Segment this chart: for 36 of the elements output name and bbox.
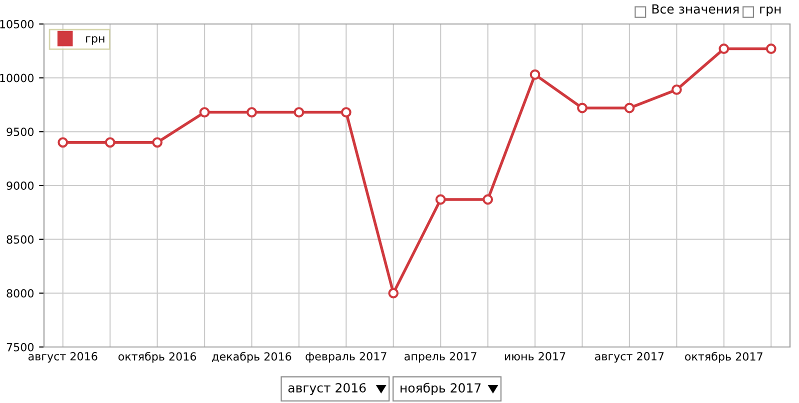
point (577, 102, 588, 114)
point (624, 102, 635, 114)
point (340, 107, 352, 118)
point (246, 107, 257, 118)
x-tick-label: октябрь 2016 (118, 352, 196, 363)
y-tick-label: 9000 (6, 181, 34, 190)
point (482, 194, 494, 205)
point (530, 69, 540, 80)
point (718, 44, 730, 54)
y-tick-label: 8000 (6, 289, 34, 298)
point (671, 84, 682, 95)
y-tick-label: 9500 (6, 128, 34, 136)
y-tick-label: 8500 (6, 235, 34, 244)
text: ноябрь 2017 (400, 382, 481, 396)
x-tick-label: август 2016 (28, 352, 98, 363)
point (294, 107, 304, 118)
y-tick-label: 10000 (0, 74, 34, 82)
y-tick-label: 7500 (6, 342, 34, 352)
text: грн (760, 6, 781, 16)
legend-label: грн (86, 36, 104, 45)
y-tick-label: 10500 (0, 20, 34, 28)
point (435, 194, 446, 205)
x-tick-label: декабрь 2016 (212, 352, 292, 363)
point (152, 137, 163, 148)
point (58, 137, 68, 148)
point (104, 137, 116, 148)
x-tick-label: октябрь 2017 (685, 352, 762, 363)
point (199, 107, 210, 118)
x-tick-label: июнь 2017 (504, 352, 566, 360)
text: Все значения (652, 4, 739, 14)
x-tick-label: апрель 2017 (404, 352, 476, 363)
text: август 2016 (288, 383, 366, 395)
x-tick-label: август 2017 (595, 352, 664, 363)
point (766, 44, 776, 54)
point (388, 288, 399, 298)
x-tick-label: февраль 2017 (306, 352, 386, 363)
